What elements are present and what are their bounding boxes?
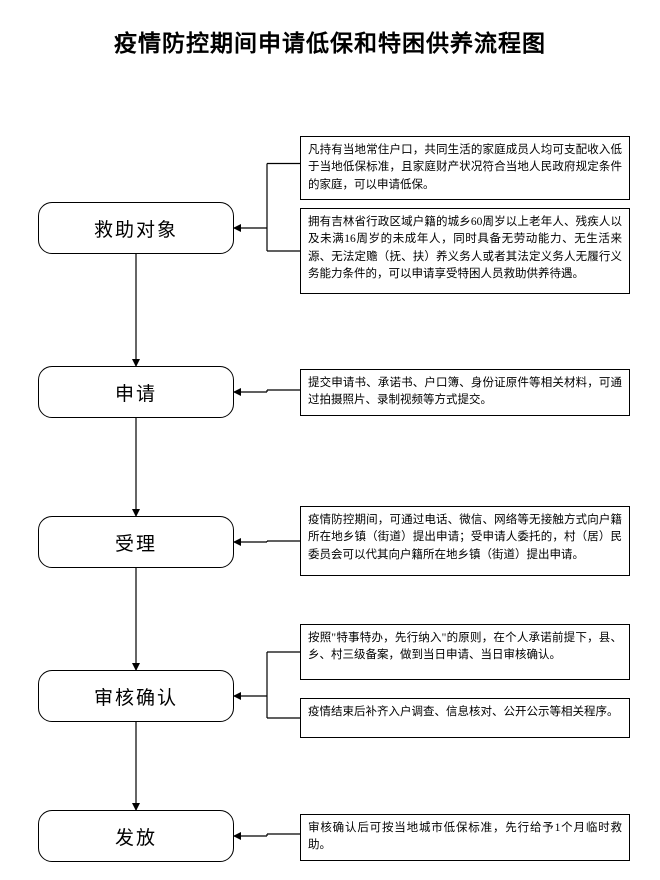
desc-d3: 疫情防控期间，可通过电话、微信、网络等无接触方式向户籍所在地乡镇（街道）提出申请…	[300, 506, 630, 576]
desc-d4a: 按照"特事特办，先行纳入"的原则，在个人承诺前提下，县、乡、村三级备案，做到当日…	[300, 624, 630, 680]
page-title: 疫情防控期间申请低保和特困供养流程图	[0, 24, 660, 58]
step-s4: 审核确认	[38, 670, 234, 722]
desc-d4b: 疫情结束后补齐入户调查、信息核对、公开公示等相关程序。	[300, 698, 630, 738]
step-s2: 申请	[38, 366, 234, 418]
desc-d1a: 凡持有当地常住户口，共同生活的家庭成员人均可支配收入低于当地低保标准，且家庭财产…	[300, 136, 630, 200]
step-s1: 救助对象	[38, 202, 234, 254]
step-s3: 受理	[38, 516, 234, 568]
desc-d5: 审核确认后可按当地城市低保标准，先行给予1个月临时救助。	[300, 814, 630, 861]
desc-d2: 提交申请书、承诺书、户口簿、身份证原件等相关材料，可通过拍摄照片、录制视频等方式…	[300, 369, 630, 416]
step-s5: 发放	[38, 810, 234, 862]
connector-layer	[0, 0, 660, 880]
desc-d1b: 拥有吉林省行政区域户籍的城乡60周岁以上老年人、残疾人以及未满16周岁的未成年人…	[300, 208, 630, 294]
